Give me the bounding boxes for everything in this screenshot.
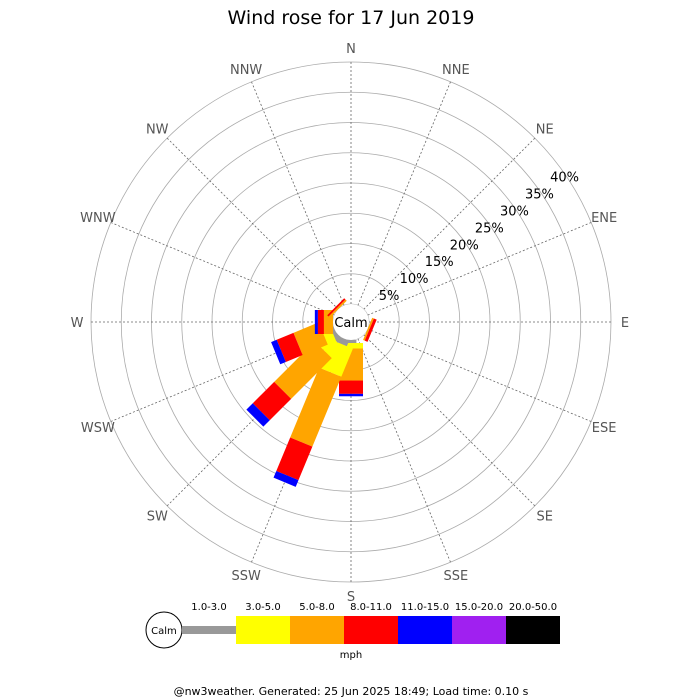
bar-nw-8.0-11.0 xyxy=(327,298,346,317)
legend-swatch-5.0-8.0 xyxy=(290,616,344,644)
spoke-ese xyxy=(367,328,592,422)
legend-label-20.0-50.0: 20.0-50.0 xyxy=(509,602,557,613)
chart-title: Wind rose for 17 Jun 2019 xyxy=(228,7,475,29)
bar-w-11.0-15.0 xyxy=(314,310,318,334)
direction-label-ese: ESE xyxy=(592,421,617,436)
legend-calm-label: Calm xyxy=(151,626,177,637)
direction-label-nw: NW xyxy=(146,122,169,137)
radial-tick-label: 20% xyxy=(450,238,479,253)
bar-ese-8.0-11.0 xyxy=(364,318,377,342)
legend-label-11.0-15.0: 11.0-15.0 xyxy=(401,602,449,613)
bar-s-1.0-3.0 xyxy=(345,340,357,344)
spoke-nnw xyxy=(251,81,345,306)
bar-s-8.0-11.0 xyxy=(339,380,363,394)
radial-tick-label: 25% xyxy=(475,221,504,236)
bar-wsw-8.0-11.0 xyxy=(276,332,303,362)
spoke-se xyxy=(363,334,536,507)
legend-label-3.0-5.0: 3.0-5.0 xyxy=(245,602,280,613)
direction-label-ssw: SSW xyxy=(231,569,261,584)
direction-label-sw: SW xyxy=(147,510,168,525)
radial-tick-label: 40% xyxy=(550,171,579,186)
direction-label-e: E xyxy=(621,316,629,331)
direction-labels: N NNE NE ENE E ESE SE SSE S SSW SW WSW W WNW NW NNW xyxy=(71,42,630,605)
bar-sw-5.0-8.0 xyxy=(274,341,332,399)
legend-label-5.0-8.0: 5.0-8.0 xyxy=(299,602,334,613)
bar-nw-5.0-8.0 xyxy=(328,299,347,318)
spoke-wnw xyxy=(110,222,335,316)
bar-s-3.0-5.0 xyxy=(339,343,363,349)
radial-tick-label: 5% xyxy=(379,289,400,304)
calm-label: Calm xyxy=(334,316,367,331)
radial-tick-label: 35% xyxy=(525,188,554,203)
spoke-nw xyxy=(166,137,339,310)
direction-label-w: W xyxy=(71,316,84,331)
direction-label-wnw: WNW xyxy=(80,211,116,226)
legend-swatch-8.0-11.0 xyxy=(344,616,398,644)
direction-label-ne: NE xyxy=(536,122,554,137)
legend-swatch-3.0-5.0 xyxy=(236,616,290,644)
unit-label: mph xyxy=(340,650,362,661)
bar-sw-11.0-15.0 xyxy=(246,403,270,427)
direction-label-wsw: WSW xyxy=(81,421,115,436)
legend-label-1.0-3.0: 1.0-3.0 xyxy=(191,602,226,613)
bar-wsw-11.0-15.0 xyxy=(271,339,286,365)
direction-label-sse: SSE xyxy=(443,569,468,584)
bar-s-11.0-15.0 xyxy=(339,393,363,397)
direction-label-se: SE xyxy=(537,510,553,525)
direction-label-s: S xyxy=(347,590,355,605)
spoke-nne xyxy=(357,81,451,306)
grid-ring xyxy=(120,91,582,553)
bar-w-8.0-11.0 xyxy=(317,310,324,334)
calm-circle xyxy=(333,304,369,340)
bar-ssw-8.0-11.0 xyxy=(276,437,313,481)
bar-ssw-5.0-8.0 xyxy=(290,367,342,447)
grid-ring xyxy=(241,212,461,432)
radial-tick-label: 15% xyxy=(425,255,454,270)
bar-sw-8.0-11.0 xyxy=(252,381,292,421)
direction-label-n: N xyxy=(346,42,356,57)
radial-tick-label: 10% xyxy=(400,272,429,287)
footer-credit: @nw3weather. Generated: 25 Jun 2025 18:4… xyxy=(174,685,529,698)
speed-legend: Calm 1.0-3.0 3.0-5.0 5.0-8.0 8.0-11.0 11.0-15… xyxy=(145,602,560,649)
wind-bars xyxy=(246,298,377,487)
spoke-ne xyxy=(363,137,536,310)
legend-label-15.0-20.0: 15.0-20.0 xyxy=(455,602,503,613)
spoke-sse xyxy=(357,338,451,563)
bar-ese-5.0-8.0 xyxy=(363,317,374,341)
bar-ssw-11.0-15.0 xyxy=(273,470,299,487)
legend-swatch-11.0-15.0 xyxy=(398,616,452,644)
legend-swatch-15.0-20.0 xyxy=(452,616,506,644)
direction-label-nne: NNE xyxy=(442,63,470,78)
legend-label-8.0-11.0: 8.0-11.0 xyxy=(350,602,392,613)
direction-label-nnw: NNW xyxy=(230,63,262,78)
legend-swatch-20.0-50.0 xyxy=(506,616,560,644)
direction-spokes xyxy=(91,62,611,582)
direction-label-ene: ENE xyxy=(591,211,617,226)
radial-tick-labels: 5%10% 15% 20% 25% 30%35% 40% xyxy=(379,171,579,304)
radial-tick-label: 30% xyxy=(500,204,529,219)
grid-ring xyxy=(181,152,521,492)
spoke-ene xyxy=(367,222,592,316)
legend-swatch-1.0-3.0 xyxy=(182,626,236,634)
